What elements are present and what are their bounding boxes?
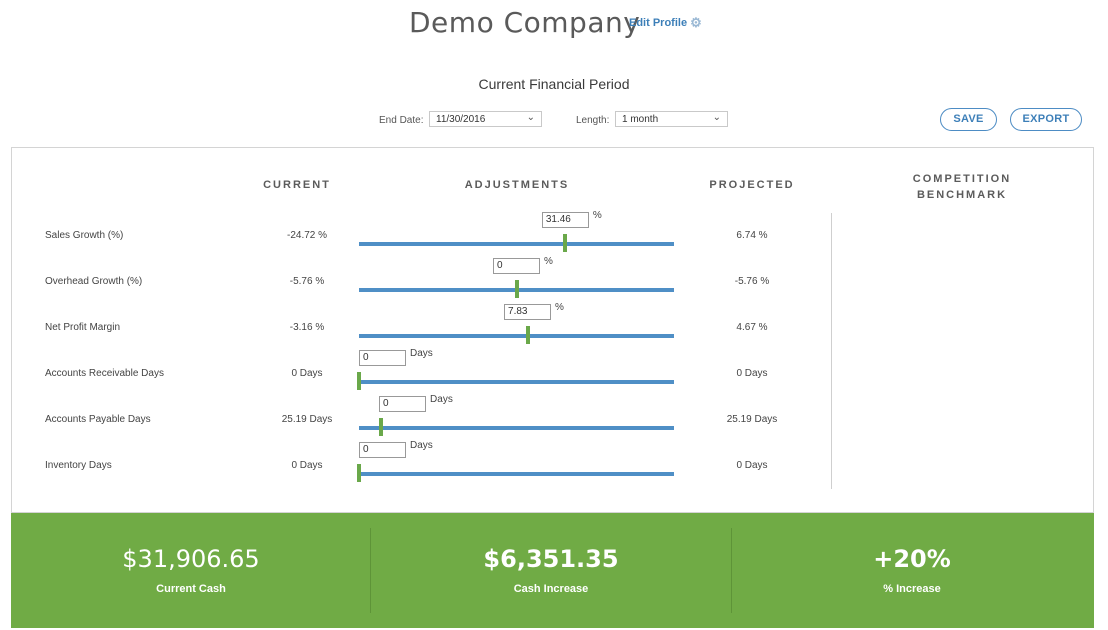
current-cash-card: $31,906.65 Current Cash [11,513,371,628]
adjustment-unit: Days [410,440,433,451]
header-current: CURRENT [263,179,331,191]
slider-thumb[interactable] [357,464,361,482]
row-projected-value: 0 Days [736,460,768,471]
period-title: Current Financial Period [478,76,630,92]
end-date-select[interactable]: 11/30/2016 ⌄ [429,111,542,127]
gear-icon: ⚙ [690,15,702,30]
adjustment-unit: Days [410,348,433,359]
row-label: Overhead Growth (%) [45,276,143,287]
summary-divider [370,528,371,613]
adjustment-unit: % [592,210,602,221]
length-value: 1 month [622,114,659,125]
row-projected-value: 6.74 % [736,230,768,241]
current-cash-value: $31,906.65 [122,545,260,573]
row-current-value: 0 Days [291,368,323,379]
header-competition-benchmark: COMPETITION BENCHMARK [892,171,1032,203]
row-current-value: -3.16 % [289,322,325,333]
row-current-value: -24.72 % [286,230,328,241]
end-date-label: End Date: [379,115,424,126]
percent-increase-label: % Increase [883,583,941,595]
end-date-value: 11/30/2016 [436,114,486,125]
row-projected-value: -5.76 % [734,276,770,287]
percent-increase-value: +20% [873,545,951,573]
chevron-down-icon: ⌄ [712,112,721,123]
row-label: Net Profit Margin [45,322,121,333]
summary-bar: $31,906.65 Current Cash $6,351.35 Cash I… [11,513,1094,628]
header-benchmark-line2: BENCHMARK [916,189,1008,201]
row-label: Accounts Payable Days [45,414,151,425]
row-projected-value: 25.19 Days [726,414,778,425]
adjustment-unit: Days [430,394,453,405]
slider-thumb[interactable] [357,372,361,390]
adjustment-input[interactable]: 31.46 [541,212,589,228]
header-adjustments: ADJUSTMENTS [464,179,570,191]
row-label: Sales Growth (%) [45,230,124,241]
row-current-value: 0 Days [291,460,323,471]
slider-track[interactable] [359,472,674,476]
cash-increase-label: Cash Increase [513,583,589,595]
row-label: Accounts Receivable Days [45,368,164,379]
company-title: Demo Company [409,6,641,39]
row-projected-value: 0 Days [736,368,768,379]
slider-thumb[interactable] [525,326,530,344]
current-cash-label: Current Cash [156,583,226,595]
adjustments-panel: CURRENT ADJUSTMENTS PROJECTED COMPETITIO… [11,147,1094,513]
header: Demo Company Edit Profile ⚙ [0,0,1108,48]
slider-track[interactable] [359,380,674,384]
adjustment-input[interactable]: 0 [359,442,406,458]
column-divider [831,213,832,489]
summary-divider [731,528,732,613]
percent-increase-card: +20% % Increase [732,513,1092,628]
adjustment-input[interactable]: 0 [359,350,406,366]
slider-track[interactable] [359,242,674,246]
edit-profile-link[interactable]: Edit Profile ⚙ [629,16,702,29]
row-projected-value: 4.67 % [736,322,768,333]
slider-thumb[interactable] [379,418,384,436]
row-label: Inventory Days [45,460,112,471]
adjustment-input[interactable]: 7.83 [504,304,552,320]
adjustment-unit: % [555,302,564,313]
cash-increase-value: $6,351.35 [483,545,619,573]
length-select[interactable]: 1 month ⌄ [615,111,728,127]
edit-profile-label: Edit Profile [629,16,688,29]
adjustment-input[interactable]: 0 [379,396,427,412]
save-button[interactable]: SAVE [940,108,997,131]
slider-thumb[interactable] [563,234,568,252]
adjustment-unit: % [544,256,553,267]
export-button[interactable]: EXPORT [1010,108,1082,131]
period-controls: End Date: 11/30/2016 ⌄ Length: 1 month ⌄ [0,111,1108,131]
slider-track[interactable] [359,426,674,430]
slider-thumb[interactable] [514,280,519,298]
length-label: Length: [576,115,610,126]
header-projected: PROJECTED [709,179,795,191]
row-current-value: -5.76 % [289,276,325,287]
header-benchmark-line1: COMPETITION [912,173,1012,185]
row-current-value: 25.19 Days [281,414,333,425]
chevron-down-icon: ⌄ [526,112,535,123]
slider-track[interactable] [359,334,674,338]
adjustment-input[interactable]: 0 [493,258,540,274]
cash-increase-card: $6,351.35 Cash Increase [371,513,731,628]
